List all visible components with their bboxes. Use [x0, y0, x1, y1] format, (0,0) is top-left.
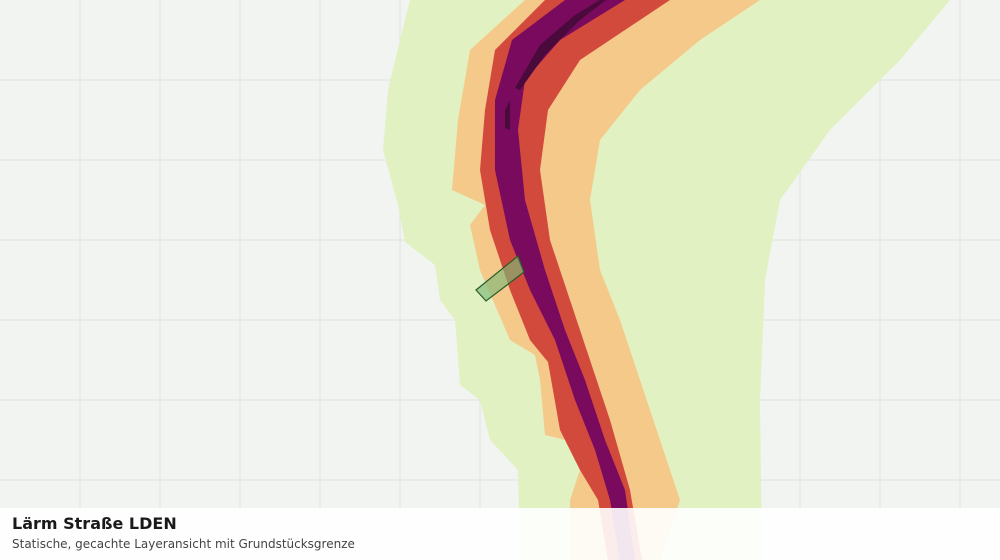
layer-subtitle: Statische, gecachte Layeransicht mit Gru… [12, 537, 355, 551]
noise-band-very-high [495, 0, 635, 560]
noise-band-high [480, 0, 670, 560]
parcel-boundary[interactable] [475, 255, 525, 302]
footer: Lärm Straße LDEN Statische, gecachte Lay… [0, 508, 1000, 560]
layer-title: Lärm Straße LDEN [12, 514, 177, 533]
